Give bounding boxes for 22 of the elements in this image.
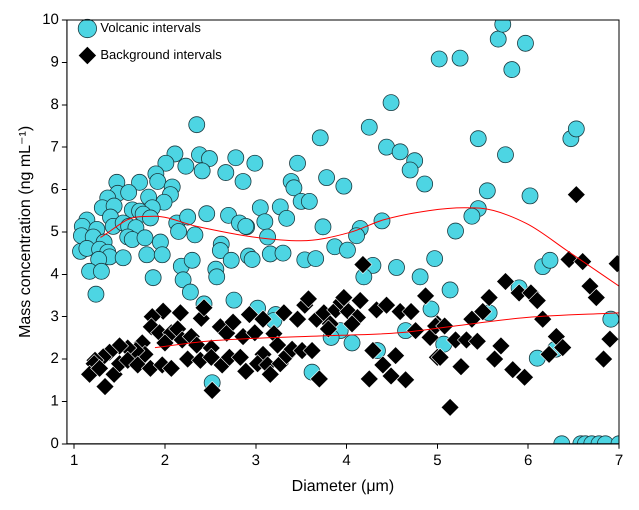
y-axis-title: Mass concentration (ng mL⁻¹)	[17, 126, 34, 338]
x-tick-label: 3	[252, 452, 260, 469]
y-tick-label: 9	[50, 54, 59, 71]
y-tick-label: 6	[50, 180, 59, 198]
x-tick-label: 6	[524, 452, 532, 469]
y-tick-label: 10	[42, 11, 59, 28]
y-tick-label: 3	[50, 308, 59, 325]
x-tick-label: 7	[614, 452, 624, 469]
y-tick-label: 0	[50, 434, 59, 452]
legend-label: Volcanic intervals	[100, 20, 202, 36]
y-tick-label: 4	[50, 265, 59, 282]
x-tick-label: 4	[342, 452, 351, 469]
x-tick-label: 5	[433, 452, 442, 469]
y-tick-label: 8	[50, 96, 59, 113]
y-tick-label: 1	[50, 392, 59, 410]
y-tick-label: 7	[50, 138, 59, 156]
y-tick-label: 2	[50, 350, 59, 368]
x-axis-title: Diameter (μm)	[292, 478, 394, 495]
legend-label: Background intervals	[100, 47, 222, 62]
x-tick-label: 2	[160, 452, 170, 469]
x-tick-label: 1	[70, 452, 78, 469]
y-tick-label: 5	[50, 223, 59, 240]
